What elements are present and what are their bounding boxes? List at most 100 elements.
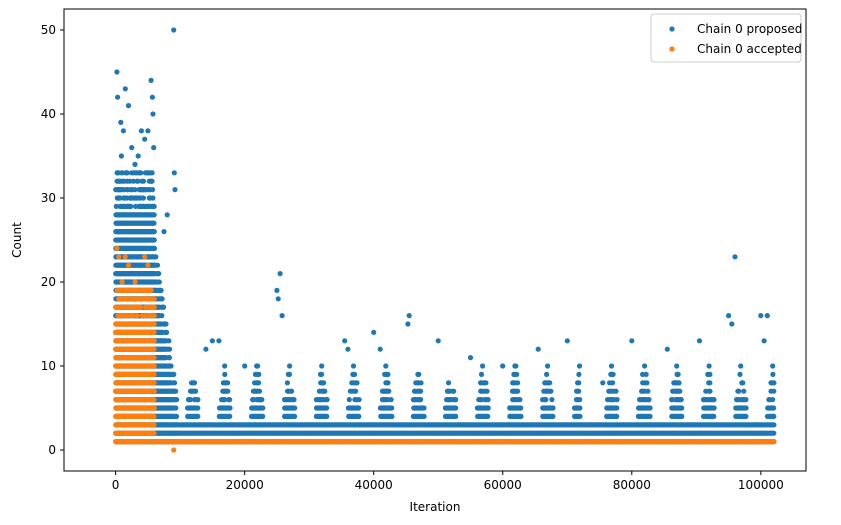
proposed-point bbox=[287, 363, 293, 369]
points-layer bbox=[113, 27, 777, 453]
proposed-point bbox=[324, 405, 330, 411]
proposed-point bbox=[732, 254, 738, 260]
proposed-point bbox=[500, 363, 506, 369]
proposed-point bbox=[610, 380, 616, 386]
proposed-point bbox=[389, 405, 395, 411]
proposed-point bbox=[613, 388, 619, 394]
proposed-point bbox=[764, 313, 770, 319]
proposed-point bbox=[171, 27, 177, 33]
proposed-point bbox=[150, 111, 156, 117]
proposed-point bbox=[480, 363, 486, 369]
proposed-point bbox=[696, 338, 703, 344]
proposed-point bbox=[227, 405, 233, 411]
proposed-point bbox=[275, 296, 281, 302]
proposed-point bbox=[256, 380, 262, 386]
proposed-point bbox=[707, 388, 713, 394]
proposed-point bbox=[771, 430, 777, 436]
proposed-point bbox=[451, 388, 457, 394]
proposed-point bbox=[291, 397, 297, 403]
proposed-point bbox=[161, 304, 167, 310]
proposed-point bbox=[421, 413, 427, 419]
proposed-point bbox=[114, 69, 120, 75]
proposed-point bbox=[135, 153, 141, 159]
proposed-point bbox=[274, 287, 280, 293]
proposed-point bbox=[138, 170, 144, 176]
proposed-point bbox=[163, 321, 169, 327]
proposed-point bbox=[151, 203, 157, 209]
proposed-point bbox=[132, 161, 138, 167]
proposed-point bbox=[743, 413, 749, 419]
proposed-point bbox=[421, 405, 427, 411]
proposed-point bbox=[151, 220, 157, 226]
proposed-point bbox=[260, 405, 266, 411]
proposed-point bbox=[225, 388, 231, 394]
proposed-point bbox=[149, 187, 156, 193]
proposed-point bbox=[356, 397, 362, 403]
proposed-point bbox=[150, 195, 156, 201]
proposed-point bbox=[125, 103, 132, 109]
proposed-point bbox=[518, 413, 524, 419]
proposed-point bbox=[707, 371, 713, 377]
proposed-point bbox=[736, 388, 742, 394]
proposed-point bbox=[118, 119, 124, 125]
proposed-point bbox=[154, 262, 161, 268]
proposed-point bbox=[771, 422, 777, 428]
proposed-point bbox=[342, 338, 348, 344]
proposed-point bbox=[135, 178, 141, 184]
proposed-point bbox=[608, 363, 615, 369]
proposed-point bbox=[356, 413, 362, 419]
proposed-point bbox=[737, 371, 743, 377]
proposed-point bbox=[577, 397, 583, 403]
proposed-point bbox=[191, 380, 198, 386]
proposed-point bbox=[675, 371, 681, 377]
proposed-point bbox=[644, 380, 650, 386]
proposed-point bbox=[679, 405, 685, 411]
proposed-point bbox=[353, 388, 359, 394]
proposed-point bbox=[227, 413, 233, 419]
proposed-point bbox=[132, 187, 138, 193]
proposed-point bbox=[543, 397, 549, 403]
proposed-point bbox=[614, 397, 620, 403]
proposed-point bbox=[550, 413, 556, 419]
proposed-point bbox=[151, 237, 157, 243]
proposed-point bbox=[761, 338, 767, 344]
proposed-point bbox=[225, 380, 231, 386]
proposed-point bbox=[222, 397, 228, 403]
proposed-point bbox=[388, 397, 394, 403]
proposed-point bbox=[151, 212, 157, 218]
proposed-point bbox=[195, 413, 201, 419]
proposed-point bbox=[758, 313, 764, 319]
proposed-point bbox=[741, 388, 747, 394]
proposed-point bbox=[350, 363, 357, 369]
proposed-point bbox=[485, 413, 491, 419]
proposed-point bbox=[743, 397, 749, 403]
proposed-point bbox=[279, 313, 285, 319]
proposed-point bbox=[711, 397, 717, 403]
proposed-point bbox=[485, 405, 491, 411]
proposed-point bbox=[173, 388, 179, 394]
proposed-point bbox=[118, 153, 124, 159]
proposed-point bbox=[389, 413, 395, 419]
proposed-point bbox=[614, 413, 620, 419]
proposed-point bbox=[544, 371, 550, 377]
proposed-point bbox=[319, 371, 325, 377]
proposed-point bbox=[610, 371, 616, 377]
proposed-point bbox=[129, 145, 135, 151]
proposed-point bbox=[517, 397, 523, 403]
proposed-point bbox=[484, 388, 490, 394]
proposed-point bbox=[166, 338, 172, 344]
proposed-point bbox=[576, 371, 582, 377]
proposed-point bbox=[643, 371, 649, 377]
proposed-point bbox=[513, 363, 519, 369]
proposed-point bbox=[514, 371, 520, 377]
proposed-point bbox=[133, 203, 139, 209]
proposed-point bbox=[577, 413, 583, 419]
proposed-point bbox=[406, 313, 412, 319]
proposed-point bbox=[255, 363, 261, 369]
proposed-point bbox=[277, 271, 283, 277]
proposed-point bbox=[145, 128, 151, 134]
proposed-point bbox=[385, 371, 391, 377]
proposed-point bbox=[292, 405, 298, 411]
proposed-point bbox=[171, 170, 177, 176]
